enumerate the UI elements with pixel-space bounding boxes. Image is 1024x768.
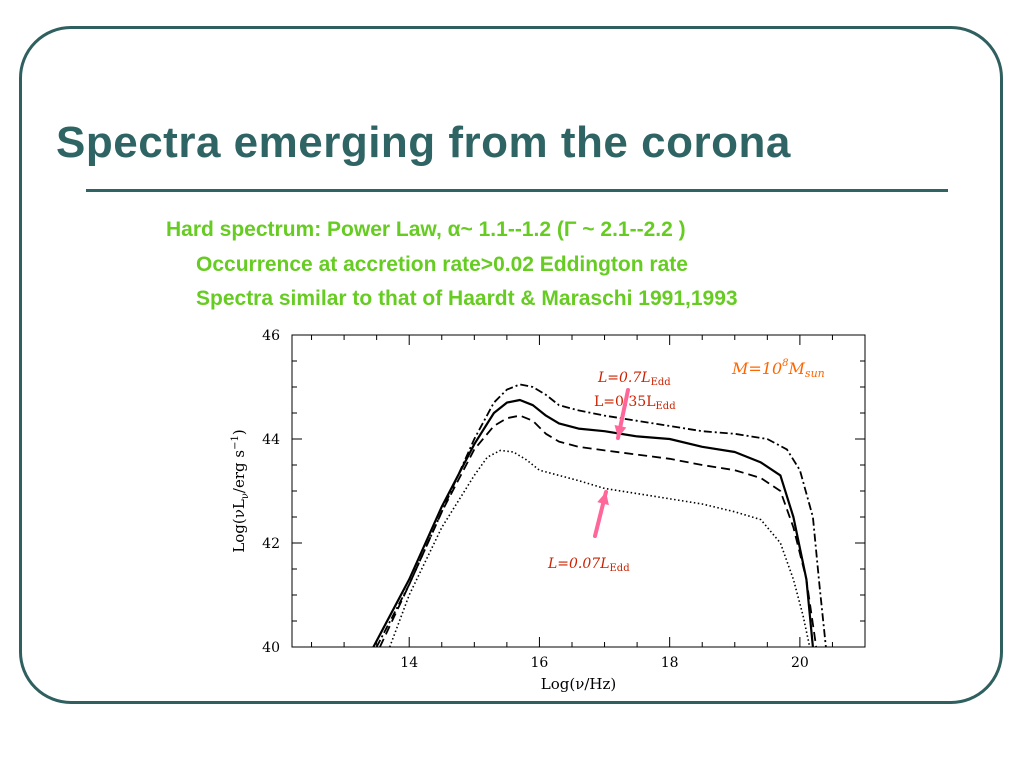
x-axis-label: Log(ν/Hz)	[541, 675, 616, 693]
bullet-accretion-rate: Occurrence at accretion rate>0.02 Edding…	[196, 253, 688, 276]
x-tick-label: 14	[400, 655, 418, 671]
bullet-haardt-maraschi: Spectra similar to that of Haardt & Mara…	[196, 287, 738, 310]
y-tick-label: 46	[262, 328, 280, 344]
annotation-l035: L=0.35LEdd	[594, 394, 676, 412]
x-tick-label: 20	[791, 655, 809, 671]
arrow-l07-head	[614, 425, 627, 438]
y-tick-label: 40	[262, 640, 280, 656]
y-tick-label: 42	[262, 536, 280, 552]
x-tick-label: 16	[531, 655, 549, 671]
x-tick-label: 18	[661, 655, 679, 671]
arrow-l007-head	[597, 492, 609, 506]
spectrum-chart: 14 16 18 20 40 42 44 46 Log(ν/Hz) Log(νLν/erg s−1…	[210, 318, 900, 698]
series-line-dashdot	[375, 383, 827, 648]
series-line-solid	[372, 398, 814, 648]
slide-title: Spectra emerging from the corona	[56, 118, 791, 167]
slide-frame	[19, 26, 1003, 704]
annotation-l07: L=0.7LEdd	[597, 370, 671, 388]
bullet-hard-spectrum: Hard spectrum: Power Law, α~ 1.1--1.2 (Γ…	[166, 218, 686, 241]
annotation-l007: L=0.07LEdd	[547, 556, 630, 574]
y-tick-label: 44	[262, 432, 280, 448]
y-axis-label: Log(νLν/erg s−1)	[230, 429, 251, 552]
mass-label: M=108Msun	[731, 358, 825, 380]
series-line-dashed	[379, 414, 818, 648]
title-divider	[86, 189, 948, 192]
series-line-dotted	[388, 449, 811, 648]
spectrum-plot: 14 16 18 20 40 42 44 46 Log(ν/Hz) Log(νLν/erg s−1…	[230, 328, 866, 693]
